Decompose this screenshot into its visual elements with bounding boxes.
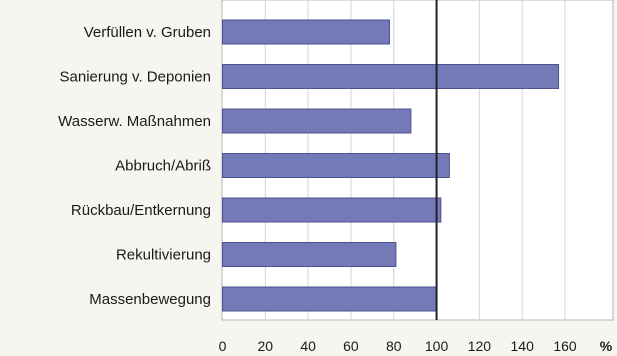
x-tick-label-80: 80	[386, 338, 402, 354]
x-tick-label-100: 100	[425, 338, 449, 354]
bar-6	[222, 242, 397, 267]
x-tick-label-160: 160	[553, 338, 577, 354]
category-label-4: Abbruch/Abriß	[115, 158, 211, 175]
category-label-5: Rückbau/Entkernung	[71, 202, 211, 219]
bar-2	[222, 64, 560, 89]
category-labels: Verfüllen v. Gruben Sanierung v. Deponien…	[58, 24, 211, 308]
bar-7	[222, 286, 438, 312]
x-tick-label-60: 60	[343, 338, 359, 354]
x-tick-label-40: 40	[300, 338, 316, 354]
bars	[222, 19, 560, 312]
category-label-2: Sanierung v. Deponien	[60, 69, 212, 86]
x-tick-label-20: 20	[258, 338, 274, 354]
x-tick-labels: 0 20 40 60 80 100 120 140 160	[219, 338, 577, 354]
x-tick-label-0: 0	[219, 338, 227, 354]
category-label-6: Rekultivierung	[116, 247, 211, 264]
x-unit-label: %	[600, 338, 613, 354]
category-label-7: Massenbewegung	[89, 291, 211, 308]
x-tick-label-140: 140	[511, 338, 535, 354]
bar-1	[222, 19, 390, 45]
category-label-3: Wasserw. Maßnahmen	[58, 113, 211, 130]
bar-4	[222, 153, 450, 178]
x-tick-label-120: 120	[468, 338, 492, 354]
bar-3	[222, 108, 412, 134]
bar-5	[222, 197, 442, 223]
category-label-1: Verfüllen v. Gruben	[84, 24, 211, 41]
